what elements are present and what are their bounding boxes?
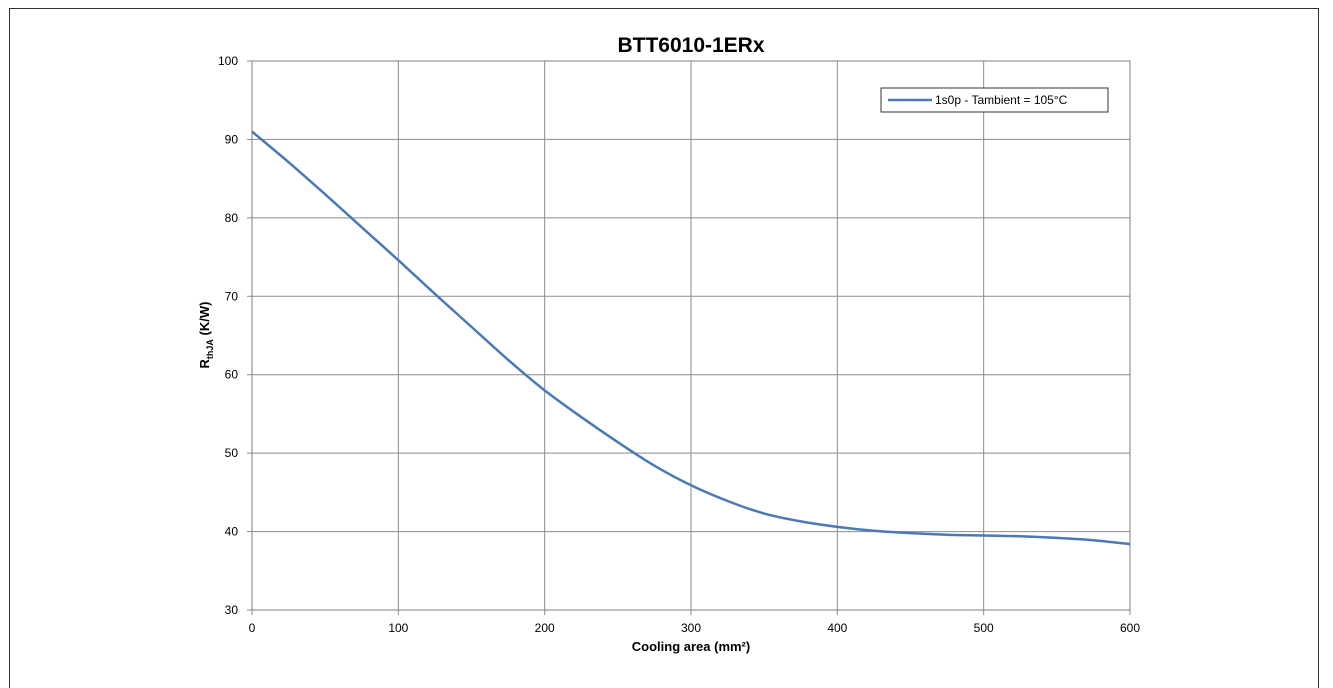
y-tick-label: 60: [225, 368, 239, 382]
x-tick-label: 500: [974, 621, 994, 635]
x-tick-label: 200: [535, 621, 555, 635]
series-line: [251, 130, 1131, 546]
y-tick-label: 40: [225, 525, 239, 539]
series-layer: [251, 130, 1131, 546]
y-tick-label: 90: [225, 132, 239, 146]
y-tick-label: 80: [225, 211, 239, 225]
x-tick-label: 100: [388, 621, 408, 635]
x-tick-label: 300: [681, 621, 701, 635]
y-axis-label-main: R: [197, 358, 212, 368]
x-tick-label: 400: [827, 621, 847, 635]
tick-labels: 0 100 200 300 400 500 600 30 40 50 60 70 80 90 100: [218, 54, 1140, 635]
legend: 1s0p - Tambient = 105°C: [880, 87, 1109, 113]
y-tick-label: 70: [225, 289, 239, 303]
plot-area-border: [251, 60, 1131, 611]
x-tick-label: 600: [1120, 621, 1140, 635]
x-axis-label: Cooling area (mm²): [632, 639, 750, 654]
y-axis-label: RthJA (K/W): [197, 302, 215, 369]
legend-entry-label: 1s0p - Tambient = 105°C: [935, 93, 1068, 107]
y-axis-label-subscript: thJA: [205, 339, 215, 360]
y-tick-label: 30: [225, 603, 239, 617]
legend-box: [880, 87, 1109, 113]
y-axis-label-unit: (K/W): [197, 302, 212, 340]
chart-frame: [9, 8, 1319, 688]
y-tick-label: 50: [225, 446, 239, 460]
chart-title: BTT6010-1ERx: [617, 34, 764, 57]
x-tick-label: 0: [249, 621, 256, 635]
y-tick-label: 100: [218, 54, 238, 68]
grid: [247, 60, 1131, 615]
